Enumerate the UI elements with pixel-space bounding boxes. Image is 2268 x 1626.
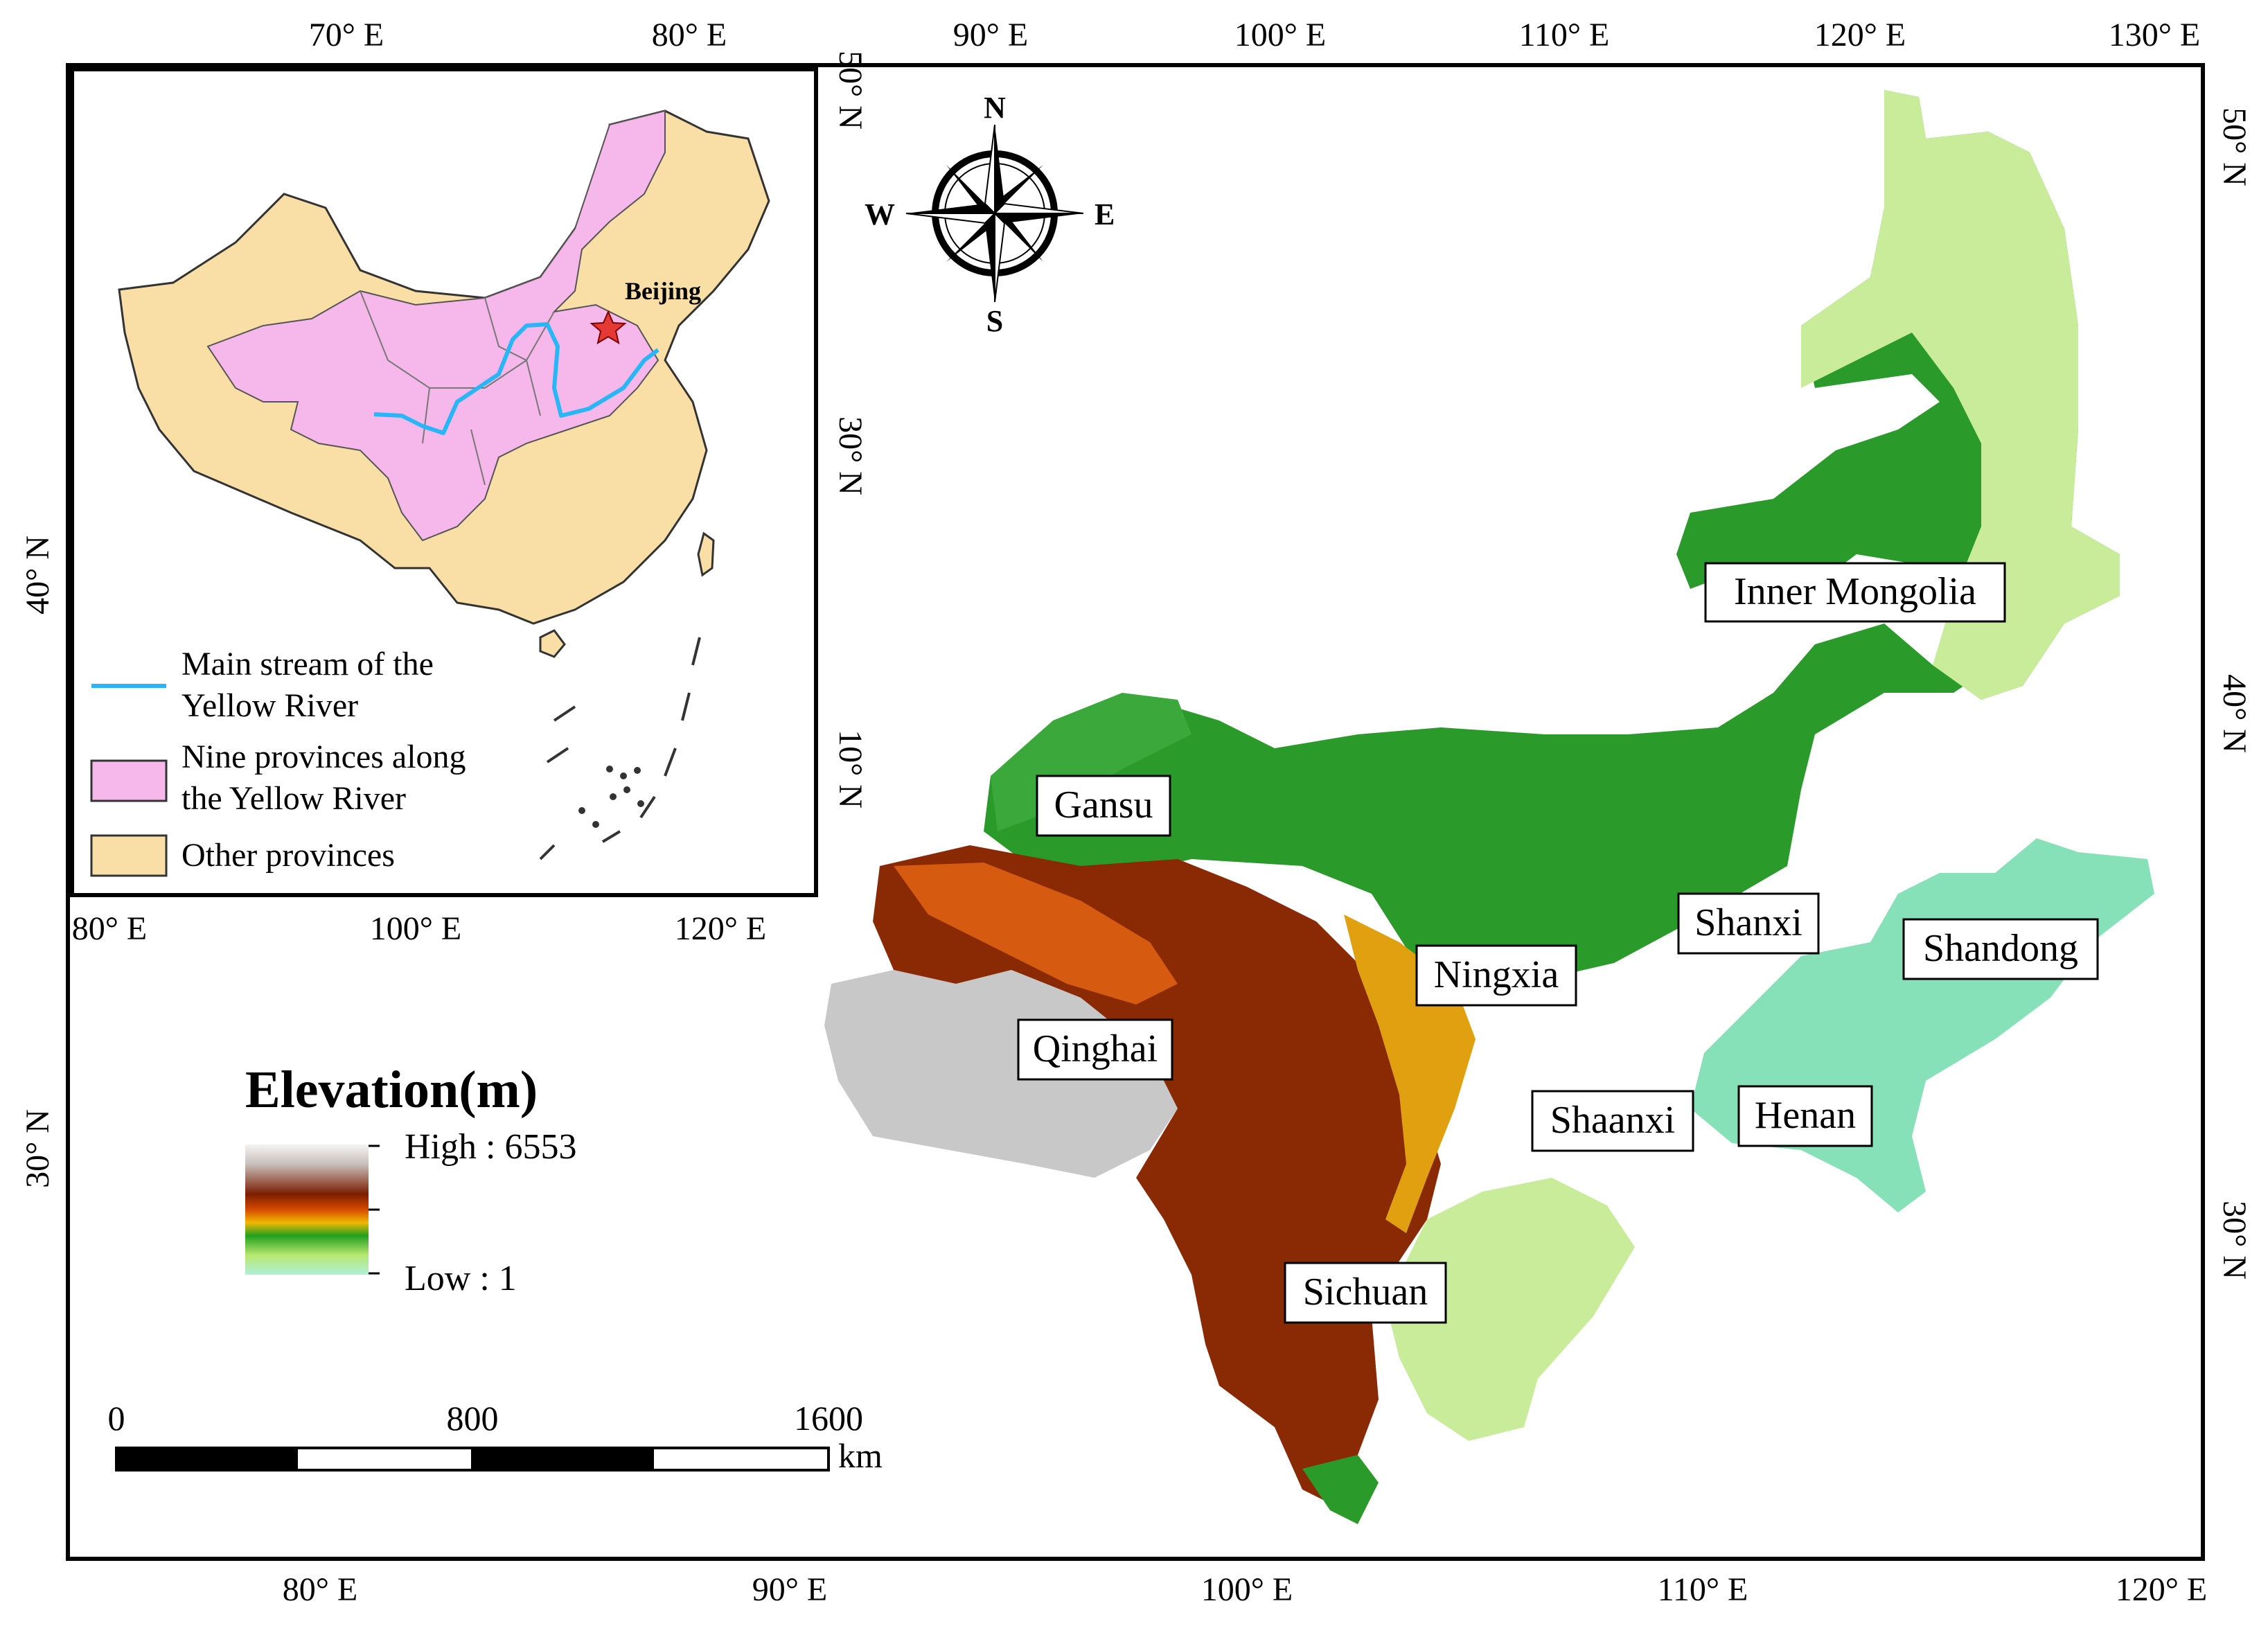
elevation-legend: Elevation(m) High : 6553 Low : 1 bbox=[245, 1061, 576, 1298]
province-name: Sichuan bbox=[1303, 1271, 1428, 1314]
inset-lon-label: 120° E bbox=[675, 910, 767, 947]
label-henan: Henan bbox=[1737, 1085, 1873, 1147]
lon-label-top: 90° E bbox=[953, 17, 1029, 53]
label-shanxi: Shanxi bbox=[1677, 892, 1820, 955]
scale-segment bbox=[471, 1447, 654, 1472]
inset-hainan bbox=[539, 629, 566, 658]
inset-legend: Main stream of the Yellow River Nine pro… bbox=[90, 646, 466, 877]
label-shandong: Shandong bbox=[1902, 918, 2099, 980]
south-china-sea-islands bbox=[539, 637, 701, 860]
compass-needle bbox=[995, 213, 1043, 262]
compass-needle bbox=[985, 213, 995, 302]
legend-nine-label: the Yellow River bbox=[181, 780, 406, 817]
scale-label: 0 bbox=[108, 1399, 125, 1438]
inset-lat-label: 10° N bbox=[832, 730, 869, 808]
compass-n: N bbox=[984, 91, 1006, 125]
island-dots bbox=[578, 766, 644, 828]
beijing-star-icon bbox=[590, 310, 627, 345]
lon-label-top: 100° E bbox=[1234, 17, 1327, 53]
compass-w: W bbox=[865, 197, 895, 231]
scale-segment bbox=[651, 1447, 830, 1472]
scale-label: 1600 bbox=[794, 1399, 863, 1438]
compass-needle bbox=[995, 213, 1083, 223]
inset-lon-label: 80° E bbox=[72, 910, 148, 947]
left-latitude-labels: 40° N 30° N bbox=[19, 536, 56, 1188]
lat-label-right: 40° N bbox=[2216, 674, 2253, 753]
lon-label-bottom: 100° E bbox=[1201, 1571, 1293, 1608]
inset-taiwan bbox=[697, 531, 715, 577]
elevation-low-label: Low : 1 bbox=[405, 1259, 517, 1298]
compass-needle bbox=[995, 165, 1043, 213]
label-shaanxi: Shaanxi bbox=[1531, 1090, 1694, 1152]
province-labels: Inner Mongolia Gansu Shanxi Shandong Nin… bbox=[1017, 562, 2099, 1324]
lat-label-left: 40° N bbox=[19, 536, 56, 615]
legend-other-swatch bbox=[90, 834, 168, 877]
inset-lat-label: 30° N bbox=[832, 416, 869, 495]
compass-needle bbox=[946, 165, 995, 213]
elevation-color-ramp bbox=[245, 1145, 369, 1275]
legend-river-label: Yellow River bbox=[181, 687, 358, 724]
label-inner-mongolia: Inner Mongolia bbox=[1704, 562, 2006, 623]
lat-label-left: 30° N bbox=[19, 1109, 56, 1188]
lon-label-top: 130° E bbox=[2109, 17, 2201, 53]
lon-label-top: 110° E bbox=[1519, 17, 1610, 53]
legend-other-label: Other provinces bbox=[181, 837, 395, 874]
province-name: Qinghai bbox=[1033, 1027, 1158, 1070]
province-name: Henan bbox=[1755, 1094, 1856, 1137]
label-qinghai: Qinghai bbox=[1017, 1018, 1173, 1081]
lon-label-bottom: 80° E bbox=[283, 1571, 358, 1608]
region-southern-tip bbox=[1302, 1455, 1379, 1524]
region-orange-basin bbox=[894, 863, 1178, 1005]
legend-nine-swatch bbox=[90, 759, 168, 802]
compass-e: E bbox=[1095, 197, 1115, 231]
right-latitude-labels: 50° N 40° N 30° N bbox=[2216, 107, 2253, 1280]
scale-segment bbox=[115, 1447, 298, 1472]
legend-river-label: Main stream of the bbox=[181, 646, 434, 682]
scale-segment bbox=[295, 1447, 474, 1472]
inset-province-boundaries bbox=[360, 290, 555, 486]
province-name: Shanxi bbox=[1694, 901, 1802, 944]
compass-needle bbox=[995, 125, 1004, 213]
compass-needle bbox=[946, 213, 995, 262]
top-longitude-labels: 70° E 80° E 90° E 100° E 110° E 120° E 1… bbox=[309, 17, 2201, 53]
province-name: Shandong bbox=[1923, 927, 2078, 970]
elevation-map bbox=[824, 90, 2154, 1524]
lon-label-bottom: 90° E bbox=[752, 1571, 828, 1608]
lon-label-bottom: 110° E bbox=[1658, 1571, 1748, 1608]
lon-label-bottom: 120° E bbox=[2116, 1571, 2208, 1608]
scale-unit: km bbox=[838, 1436, 883, 1475]
scale-bar: 0 800 1600 km bbox=[108, 1399, 883, 1475]
label-gansu: Gansu bbox=[1036, 775, 1171, 837]
inset-nine-provinces bbox=[206, 109, 666, 542]
elevation-legend-title: Elevation(m) bbox=[245, 1061, 538, 1119]
legend-nine-label: Nine provinces along bbox=[181, 739, 466, 775]
region-qinghai-brown bbox=[873, 845, 1441, 1503]
province-name: Ningxia bbox=[1434, 953, 1559, 996]
inset-yellow-river bbox=[373, 322, 659, 435]
label-ningxia: Ningxia bbox=[1415, 944, 1577, 1007]
beijing-label: Beijing bbox=[625, 277, 701, 305]
lat-label-right: 30° N bbox=[2216, 1201, 2253, 1280]
province-name: Shaanxi bbox=[1550, 1099, 1675, 1142]
region-sichuan-basin bbox=[1385, 1178, 1635, 1441]
elevation-high-label: High : 6553 bbox=[405, 1127, 576, 1167]
lat-label-right: 50° N bbox=[2216, 107, 2253, 186]
compass-needle bbox=[906, 204, 995, 213]
province-name: Gansu bbox=[1054, 784, 1153, 827]
lon-label-top: 120° E bbox=[1814, 17, 1906, 53]
label-sichuan: Sichuan bbox=[1284, 1262, 1447, 1324]
bottom-longitude-labels: 80° E 90° E 100° E 110° E 120° E bbox=[283, 1571, 2208, 1608]
lon-label-top: 70° E bbox=[309, 17, 384, 53]
region-northeast-light bbox=[1801, 90, 2120, 700]
inset-map: 50° N 30° N 10° N 80° E 100° E 120° E Be… bbox=[70, 51, 869, 947]
lon-label-top: 80° E bbox=[652, 17, 727, 53]
inset-lat-label: 50° N bbox=[832, 51, 869, 130]
scale-label: 800 bbox=[447, 1399, 499, 1438]
inset-lon-label: 100° E bbox=[370, 910, 462, 947]
province-name: Inner Mongolia bbox=[1734, 570, 1976, 613]
compass-rose: N S E W bbox=[865, 91, 1115, 338]
compass-s: S bbox=[986, 304, 1003, 338]
